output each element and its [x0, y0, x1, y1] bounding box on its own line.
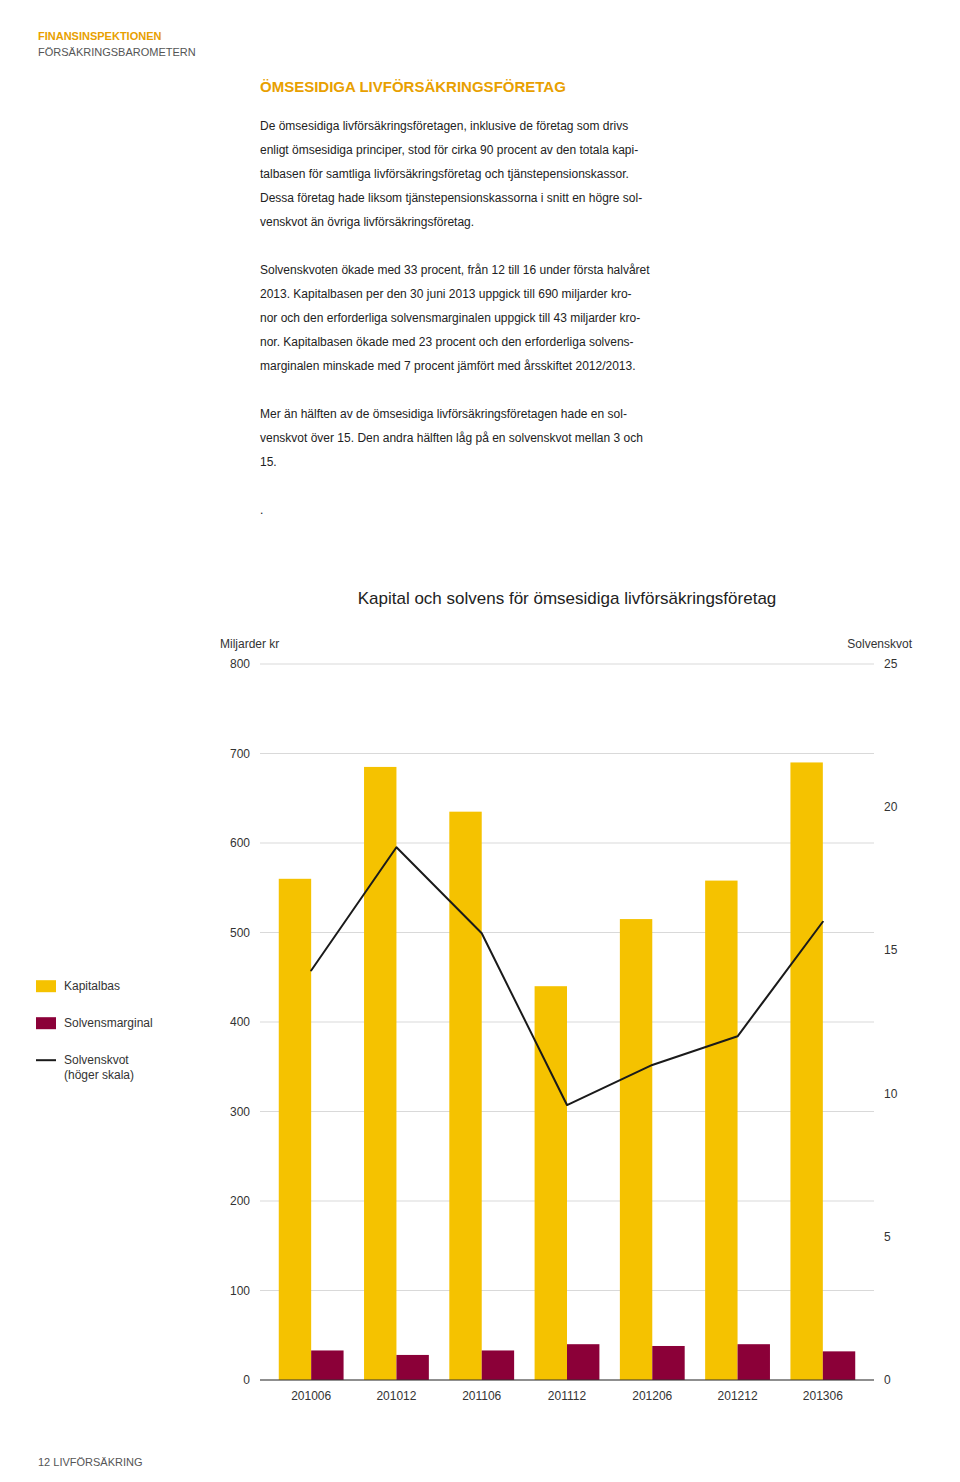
footer: 12 LIVFÖRSÄKRING: [38, 1456, 143, 1468]
y2-tick-label: 20: [884, 800, 898, 814]
body-text: .: [260, 503, 263, 517]
x-tick-label: 201206: [632, 1389, 672, 1403]
chart-title: Kapital och solvens för ömsesidiga livfö…: [358, 589, 777, 608]
grid-line: [260, 843, 874, 844]
y-tick-label: 600: [230, 836, 250, 850]
grid: [260, 664, 874, 1380]
y-tick-label: 400: [230, 1015, 250, 1029]
grid-line: [260, 932, 874, 933]
bar: [311, 1350, 343, 1380]
text-line: venskvot över 15. Den andra hälften låg …: [260, 431, 643, 445]
y-tick-label: 700: [230, 747, 250, 761]
legend: Kapitalbas Solvensmarginal Solvenskvot(hög…: [36, 979, 153, 1082]
x-tick-label: 201006: [291, 1389, 331, 1403]
line: [311, 847, 823, 1105]
grid-line: [260, 664, 874, 665]
bar: [652, 1346, 684, 1380]
header: FÖRSÄKRINGSBAROMETERN: [38, 46, 196, 58]
legend-label: Solvensmarginal: [64, 1016, 153, 1030]
bar: [449, 812, 481, 1380]
y2-tick-label: 15: [884, 943, 898, 957]
text-line: .: [260, 503, 263, 517]
text-line: enligt ömsesidiga principer, stod för ci…: [260, 143, 638, 157]
bar: [396, 1355, 428, 1380]
y-tick-label: 100: [230, 1284, 250, 1298]
y-axis-label: Miljarder kr: [220, 637, 279, 651]
x-tick-label: 201106: [462, 1389, 501, 1403]
bar: [279, 879, 311, 1380]
y-tick-label: 300: [230, 1105, 250, 1119]
text-line: Solvenskvot: [64, 1053, 129, 1067]
y2-axis-label: Solvenskvot: [847, 637, 912, 651]
text-line: De ömsesidiga livförsäkringsföretagen, i…: [260, 119, 628, 133]
page: FINANSINSPEKTIONEN FÖRSÄKRINGSBAROMETERN Ö…: [0, 0, 960, 1482]
plot-area: [279, 762, 855, 1380]
y-tick-label: 200: [230, 1194, 250, 1208]
text-line: 15.: [260, 455, 277, 469]
bar: [567, 1344, 599, 1380]
text-line: Solvenskvoten ökade med 33 procent, från…: [260, 263, 650, 277]
grid-line: [260, 753, 874, 754]
heading: ÖMSESIDIGA LIVFÖRSÄKRINGSFÖRETAG: [260, 78, 566, 95]
text-line: Mer än hälften av de ömsesidiga livförsä…: [260, 407, 627, 421]
text-line: Kapitalbas: [64, 979, 120, 993]
y-tick-label: 500: [230, 926, 250, 940]
text-line: Solvensmarginal: [64, 1016, 153, 1030]
y2-tick-label: 5: [884, 1230, 891, 1244]
background: [0, 0, 960, 1482]
text-line: talbasen för samtliga livförsäkringsföre…: [260, 167, 629, 181]
y2-tick-label: 25: [884, 657, 898, 671]
text-line: nor och den erforderliga solvensmarginal…: [260, 311, 640, 325]
y-tick-label: 800: [230, 657, 250, 671]
legend-swatch: [36, 1059, 56, 1061]
text-line: 2013. Kapitalbasen per den 30 juni 2013 …: [260, 287, 632, 301]
x-tick-label: 201306: [803, 1389, 843, 1403]
x-tick-label: 201112: [548, 1389, 587, 1403]
body-text: Mer än hälften av de ömsesidiga livförsä…: [260, 407, 643, 469]
y2-tick-label: 10: [884, 1087, 898, 1101]
bar: [535, 986, 567, 1380]
x-tick-label: 201212: [718, 1389, 758, 1403]
header: FINANSINSPEKTIONEN: [38, 30, 162, 42]
text-line: venskvot än övriga livförsäkringsföretag…: [260, 215, 474, 229]
legend-swatch: [36, 980, 56, 992]
bar: [705, 881, 737, 1380]
bar: [364, 767, 396, 1380]
y-tick-label: 0: [243, 1373, 250, 1387]
x-axis-line: [260, 1380, 874, 1381]
text-line: Dessa företag hade liksom tjänstepension…: [260, 191, 642, 205]
legend-label: Solvenskvot(höger skala): [64, 1053, 134, 1082]
body-text: De ömsesidiga livförsäkringsföretagen, i…: [260, 119, 642, 229]
x-tick-label: 201012: [376, 1389, 416, 1403]
bar: [620, 919, 652, 1380]
bar: [738, 1344, 770, 1380]
bar: [790, 762, 822, 1380]
grid-line: [260, 1380, 874, 1381]
text-line: nor. Kapitalbasen ökade med 23 procent o…: [260, 335, 634, 349]
text-line: (höger skala): [64, 1068, 134, 1082]
bar: [823, 1351, 855, 1380]
body-text: Solvenskvoten ökade med 33 procent, från…: [260, 263, 650, 373]
legend-swatch: [36, 1017, 56, 1029]
y2-tick-label: 0: [884, 1373, 891, 1387]
text-line: marginalen minskade med 7 procent jämför…: [260, 359, 636, 373]
legend-label: Kapitalbas: [64, 979, 120, 993]
bar: [482, 1350, 514, 1380]
